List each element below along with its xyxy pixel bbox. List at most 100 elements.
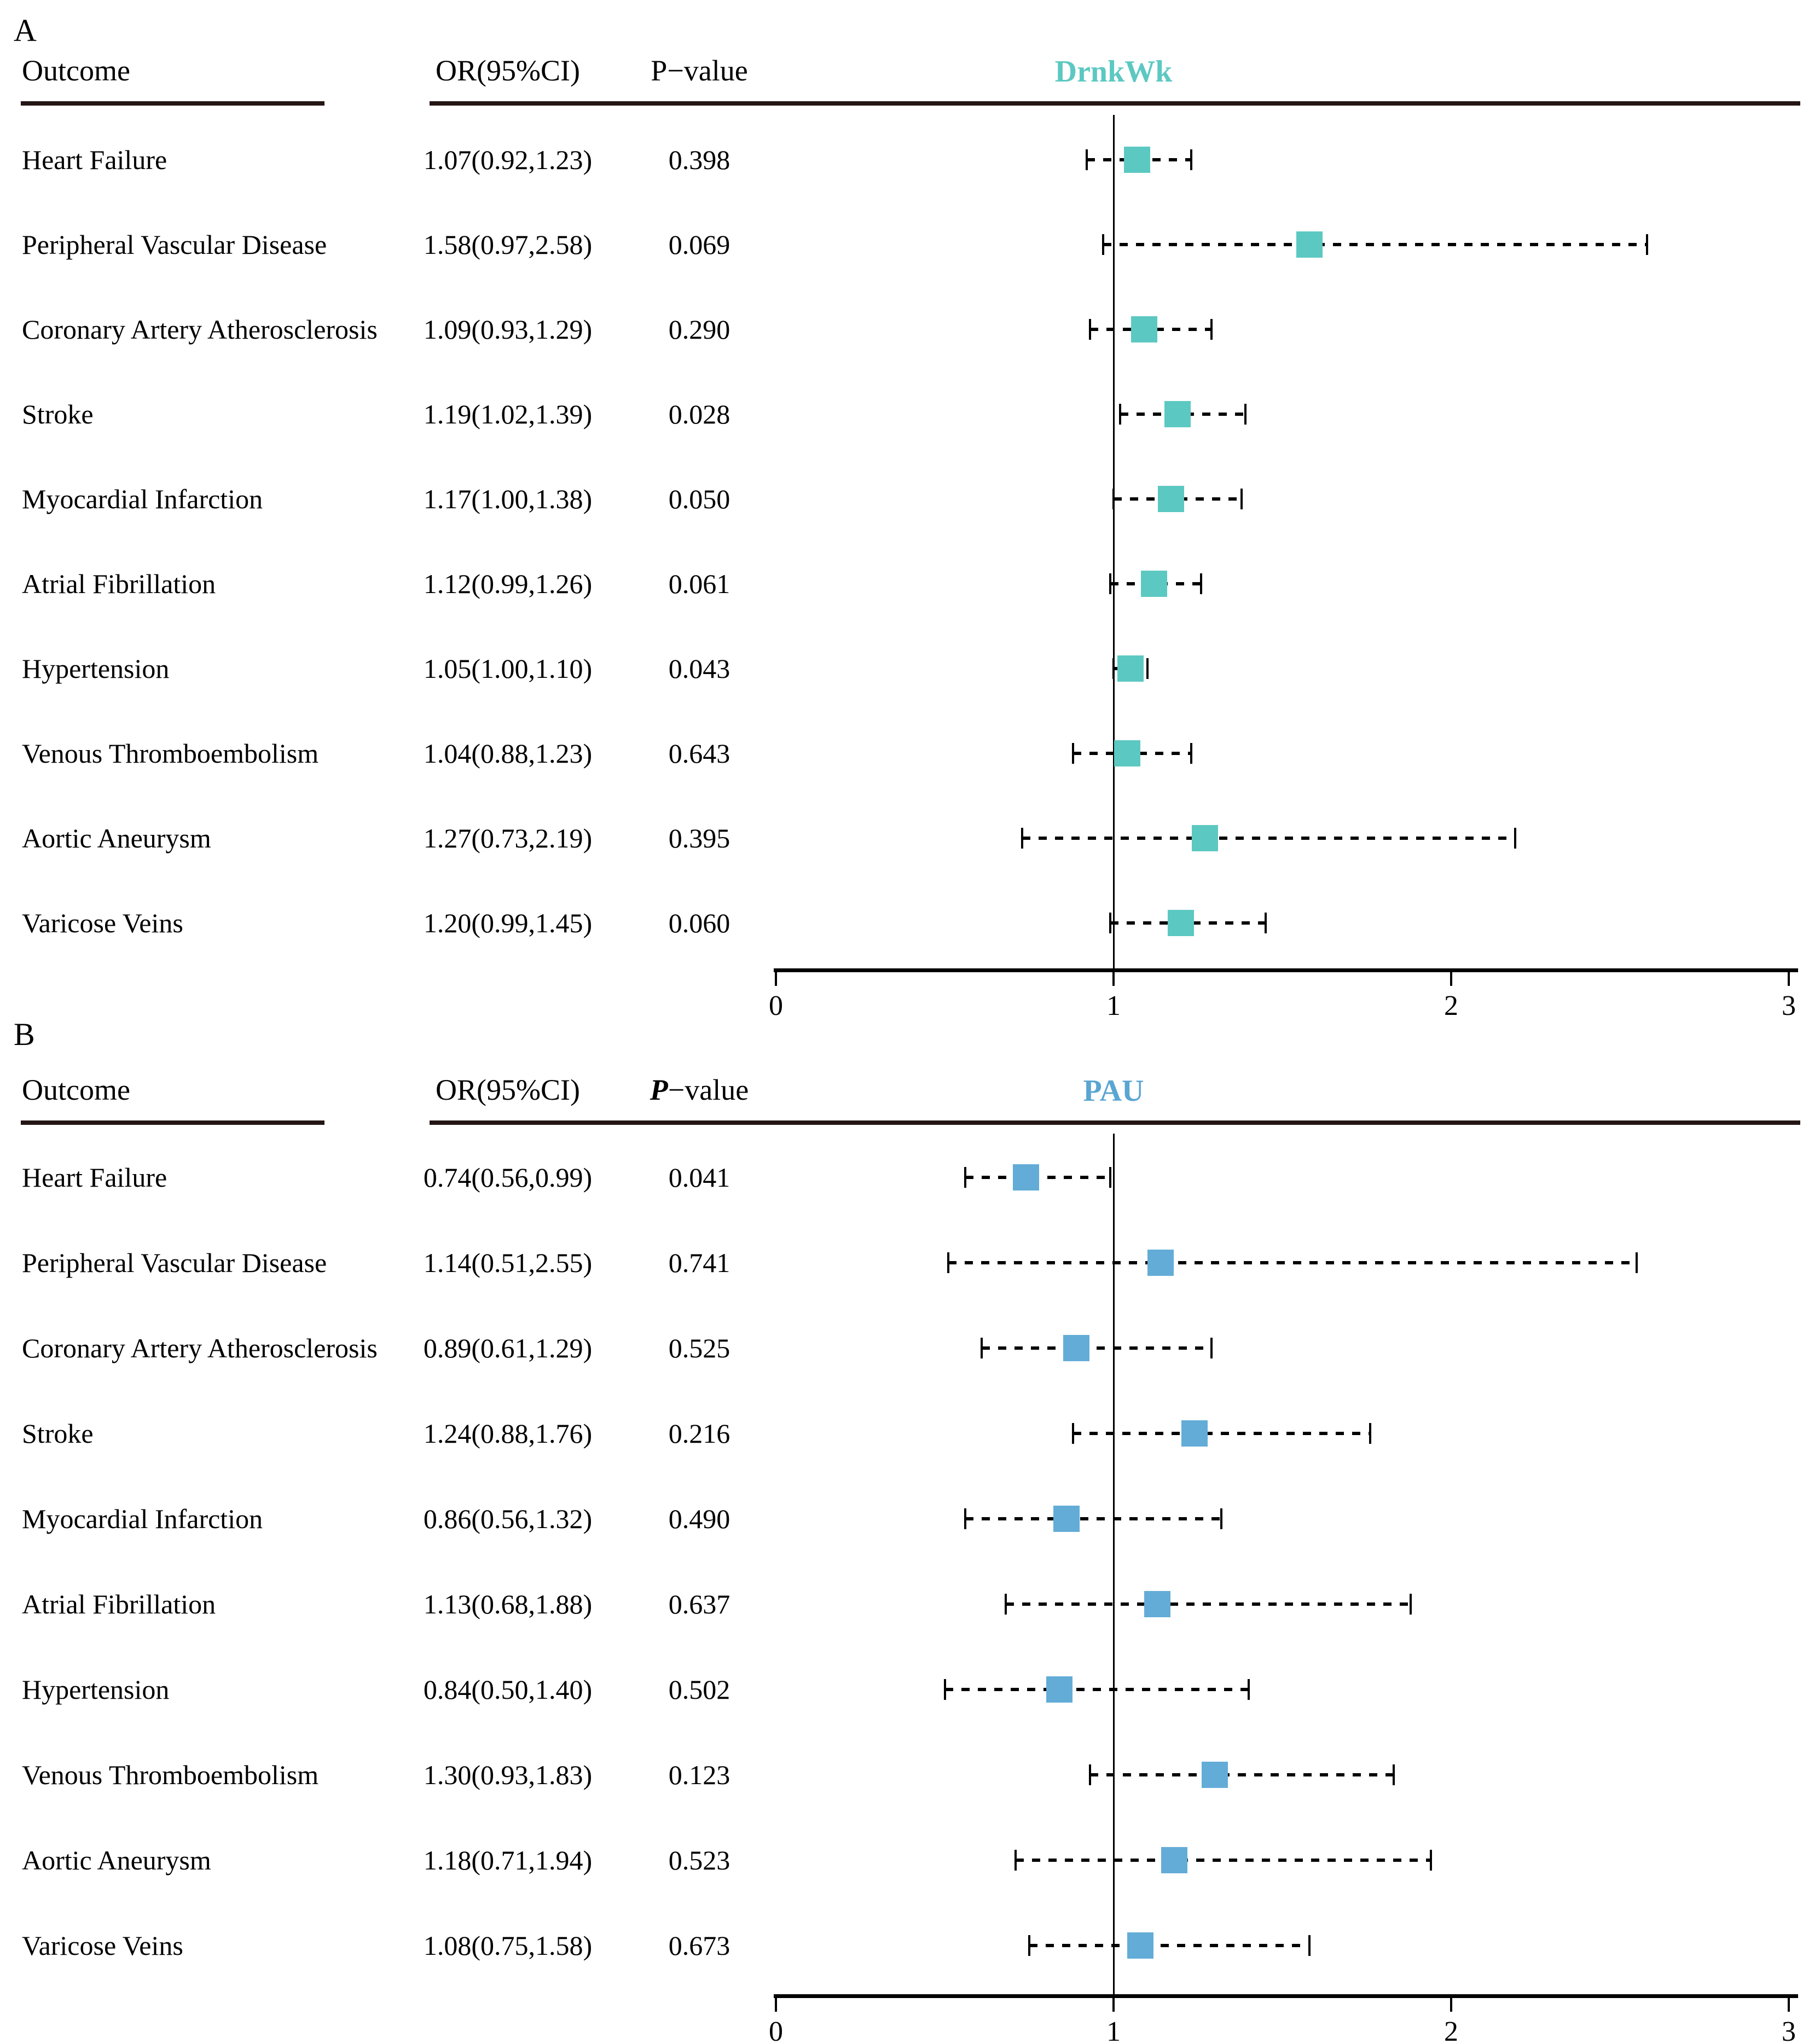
- or-ci-value: 1.07(0.92,1.23): [423, 144, 593, 175]
- x-tick: [1112, 1997, 1115, 2012]
- whisker-cap-low: [1085, 149, 1088, 170]
- x-axis: [774, 968, 1798, 972]
- whisker-cap-high: [1636, 1252, 1638, 1273]
- p-value: 0.050: [668, 484, 731, 514]
- outcome-column-header: Outcome: [22, 1073, 130, 1106]
- outcome-label: Coronary Artery Atherosclerosis: [22, 314, 378, 345]
- error-bar: [1089, 1773, 1394, 1776]
- outcome-label: Varicose Veins: [22, 1930, 183, 1961]
- point-estimate-box: [1181, 1420, 1208, 1447]
- or-ci-value: 1.08(0.75,1.58): [423, 1930, 593, 1961]
- error-bar: [965, 1517, 1222, 1520]
- whisker-cap-high: [1146, 658, 1149, 679]
- point-estimate-box: [1012, 1164, 1039, 1191]
- or-ci-value: 1.14(0.51,2.55): [423, 1247, 593, 1278]
- whisker-cap-low: [943, 1679, 946, 1700]
- reference-line: [1112, 1134, 1115, 1994]
- p-value: 0.041: [668, 1162, 731, 1193]
- x-tick: [1788, 972, 1790, 986]
- outcome-label: Myocardial Infarction: [22, 484, 263, 514]
- x-tick-label: 3: [1782, 2016, 1796, 2044]
- whisker-cap-low: [1014, 1850, 1017, 1871]
- header-rule-right: [430, 1120, 1800, 1125]
- p-value: 0.216: [668, 1418, 731, 1449]
- panel-label-b: B: [14, 1017, 35, 1052]
- point-estimate-box: [1161, 1847, 1188, 1873]
- error-bar: [982, 1346, 1211, 1350]
- point-estimate-box: [1164, 401, 1191, 427]
- x-tick: [1112, 972, 1115, 986]
- point-estimate-box: [1117, 655, 1144, 682]
- whisker-cap-low: [1088, 1764, 1091, 1785]
- whisker-cap-high: [1393, 1764, 1395, 1785]
- p-value: 0.123: [668, 1760, 731, 1790]
- whisker-cap-low: [964, 1508, 966, 1529]
- error-bar: [1072, 1432, 1370, 1435]
- whisker-cap-low: [1109, 573, 1111, 594]
- panel-label-a: A: [14, 13, 37, 48]
- error-bar: [1022, 837, 1516, 840]
- point-estimate-box: [1191, 825, 1218, 851]
- error-bar: [1103, 243, 1647, 246]
- p-column-header: P−value: [650, 1073, 749, 1106]
- or-ci-value: 1.04(0.88,1.23): [423, 738, 593, 769]
- error-bar: [948, 1261, 1637, 1264]
- whisker-cap-low: [1112, 489, 1115, 509]
- outcome-label: Aortic Aneurysm: [22, 823, 211, 853]
- p-value: 0.395: [668, 823, 731, 853]
- outcome-label: Hypertension: [22, 653, 170, 684]
- whisker-cap-low: [964, 1167, 966, 1188]
- outcome-label: Heart Failure: [22, 1162, 167, 1193]
- error-bar: [1016, 1859, 1431, 1862]
- x-tick: [775, 972, 777, 986]
- x-tick-label: 0: [769, 990, 783, 1021]
- outcome-label: Peripheral Vascular Disease: [22, 1247, 327, 1278]
- x-tick-label: 2: [1444, 2016, 1458, 2044]
- point-estimate-box: [1131, 316, 1157, 342]
- whisker-cap-high: [1645, 234, 1648, 255]
- outcome-label: Aortic Aneurysm: [22, 1845, 211, 1875]
- whisker-cap-high: [1220, 1508, 1223, 1529]
- outcome-label: Venous Thromboembolism: [22, 1760, 319, 1790]
- outcome-label: Varicose Veins: [22, 908, 183, 938]
- x-tick: [1450, 972, 1452, 986]
- whisker-cap-high: [1409, 1594, 1412, 1615]
- point-estimate-box: [1157, 486, 1184, 512]
- p-value: 0.525: [668, 1333, 731, 1363]
- whisker-cap-high: [1264, 913, 1267, 933]
- whisker-cap-low: [1102, 234, 1105, 255]
- whisker-cap-low: [1119, 404, 1122, 425]
- or-ci-value: 0.84(0.50,1.40): [423, 1674, 593, 1705]
- whisker-cap-low: [1071, 743, 1074, 764]
- or-ci-value: 1.05(1.00,1.10): [423, 653, 593, 684]
- outcome-label: Hypertension: [22, 1674, 170, 1705]
- or-ci-value: 1.27(0.73,2.19): [423, 823, 593, 853]
- exposure-title-drnkwk: DrnkWk: [1054, 55, 1173, 89]
- whisker-cap-high: [1210, 1338, 1213, 1358]
- header-rule-right: [430, 101, 1800, 106]
- whisker-cap-high: [1200, 573, 1203, 594]
- p-value: 0.523: [668, 1845, 731, 1875]
- p-value: 0.490: [668, 1503, 731, 1534]
- or-ci-value: 0.89(0.61,1.29): [423, 1333, 593, 1363]
- p-value: 0.502: [668, 1674, 731, 1705]
- whisker-cap-low: [981, 1338, 983, 1358]
- p-value: 0.673: [668, 1930, 731, 1961]
- outcome-label: Coronary Artery Atherosclerosis: [22, 1333, 378, 1363]
- point-estimate-box: [1168, 910, 1195, 936]
- whisker-cap-high: [1244, 404, 1247, 425]
- or-ci-value: 1.19(1.02,1.39): [423, 399, 593, 429]
- x-tick-label: 1: [1106, 990, 1121, 1021]
- whisker-cap-low: [1088, 319, 1091, 340]
- point-estimate-box: [1114, 740, 1140, 766]
- outcome-label: Atrial Fibrillation: [22, 568, 216, 599]
- or-ci-value: 1.20(0.99,1.45): [423, 908, 593, 938]
- or-ci-value: 1.30(0.93,1.83): [423, 1760, 593, 1790]
- or-ci-value: 0.86(0.56,1.32): [423, 1503, 593, 1534]
- or-column-header: OR(95%CI): [436, 54, 580, 87]
- header-rule-left: [21, 101, 324, 106]
- p-value: 0.060: [668, 908, 731, 938]
